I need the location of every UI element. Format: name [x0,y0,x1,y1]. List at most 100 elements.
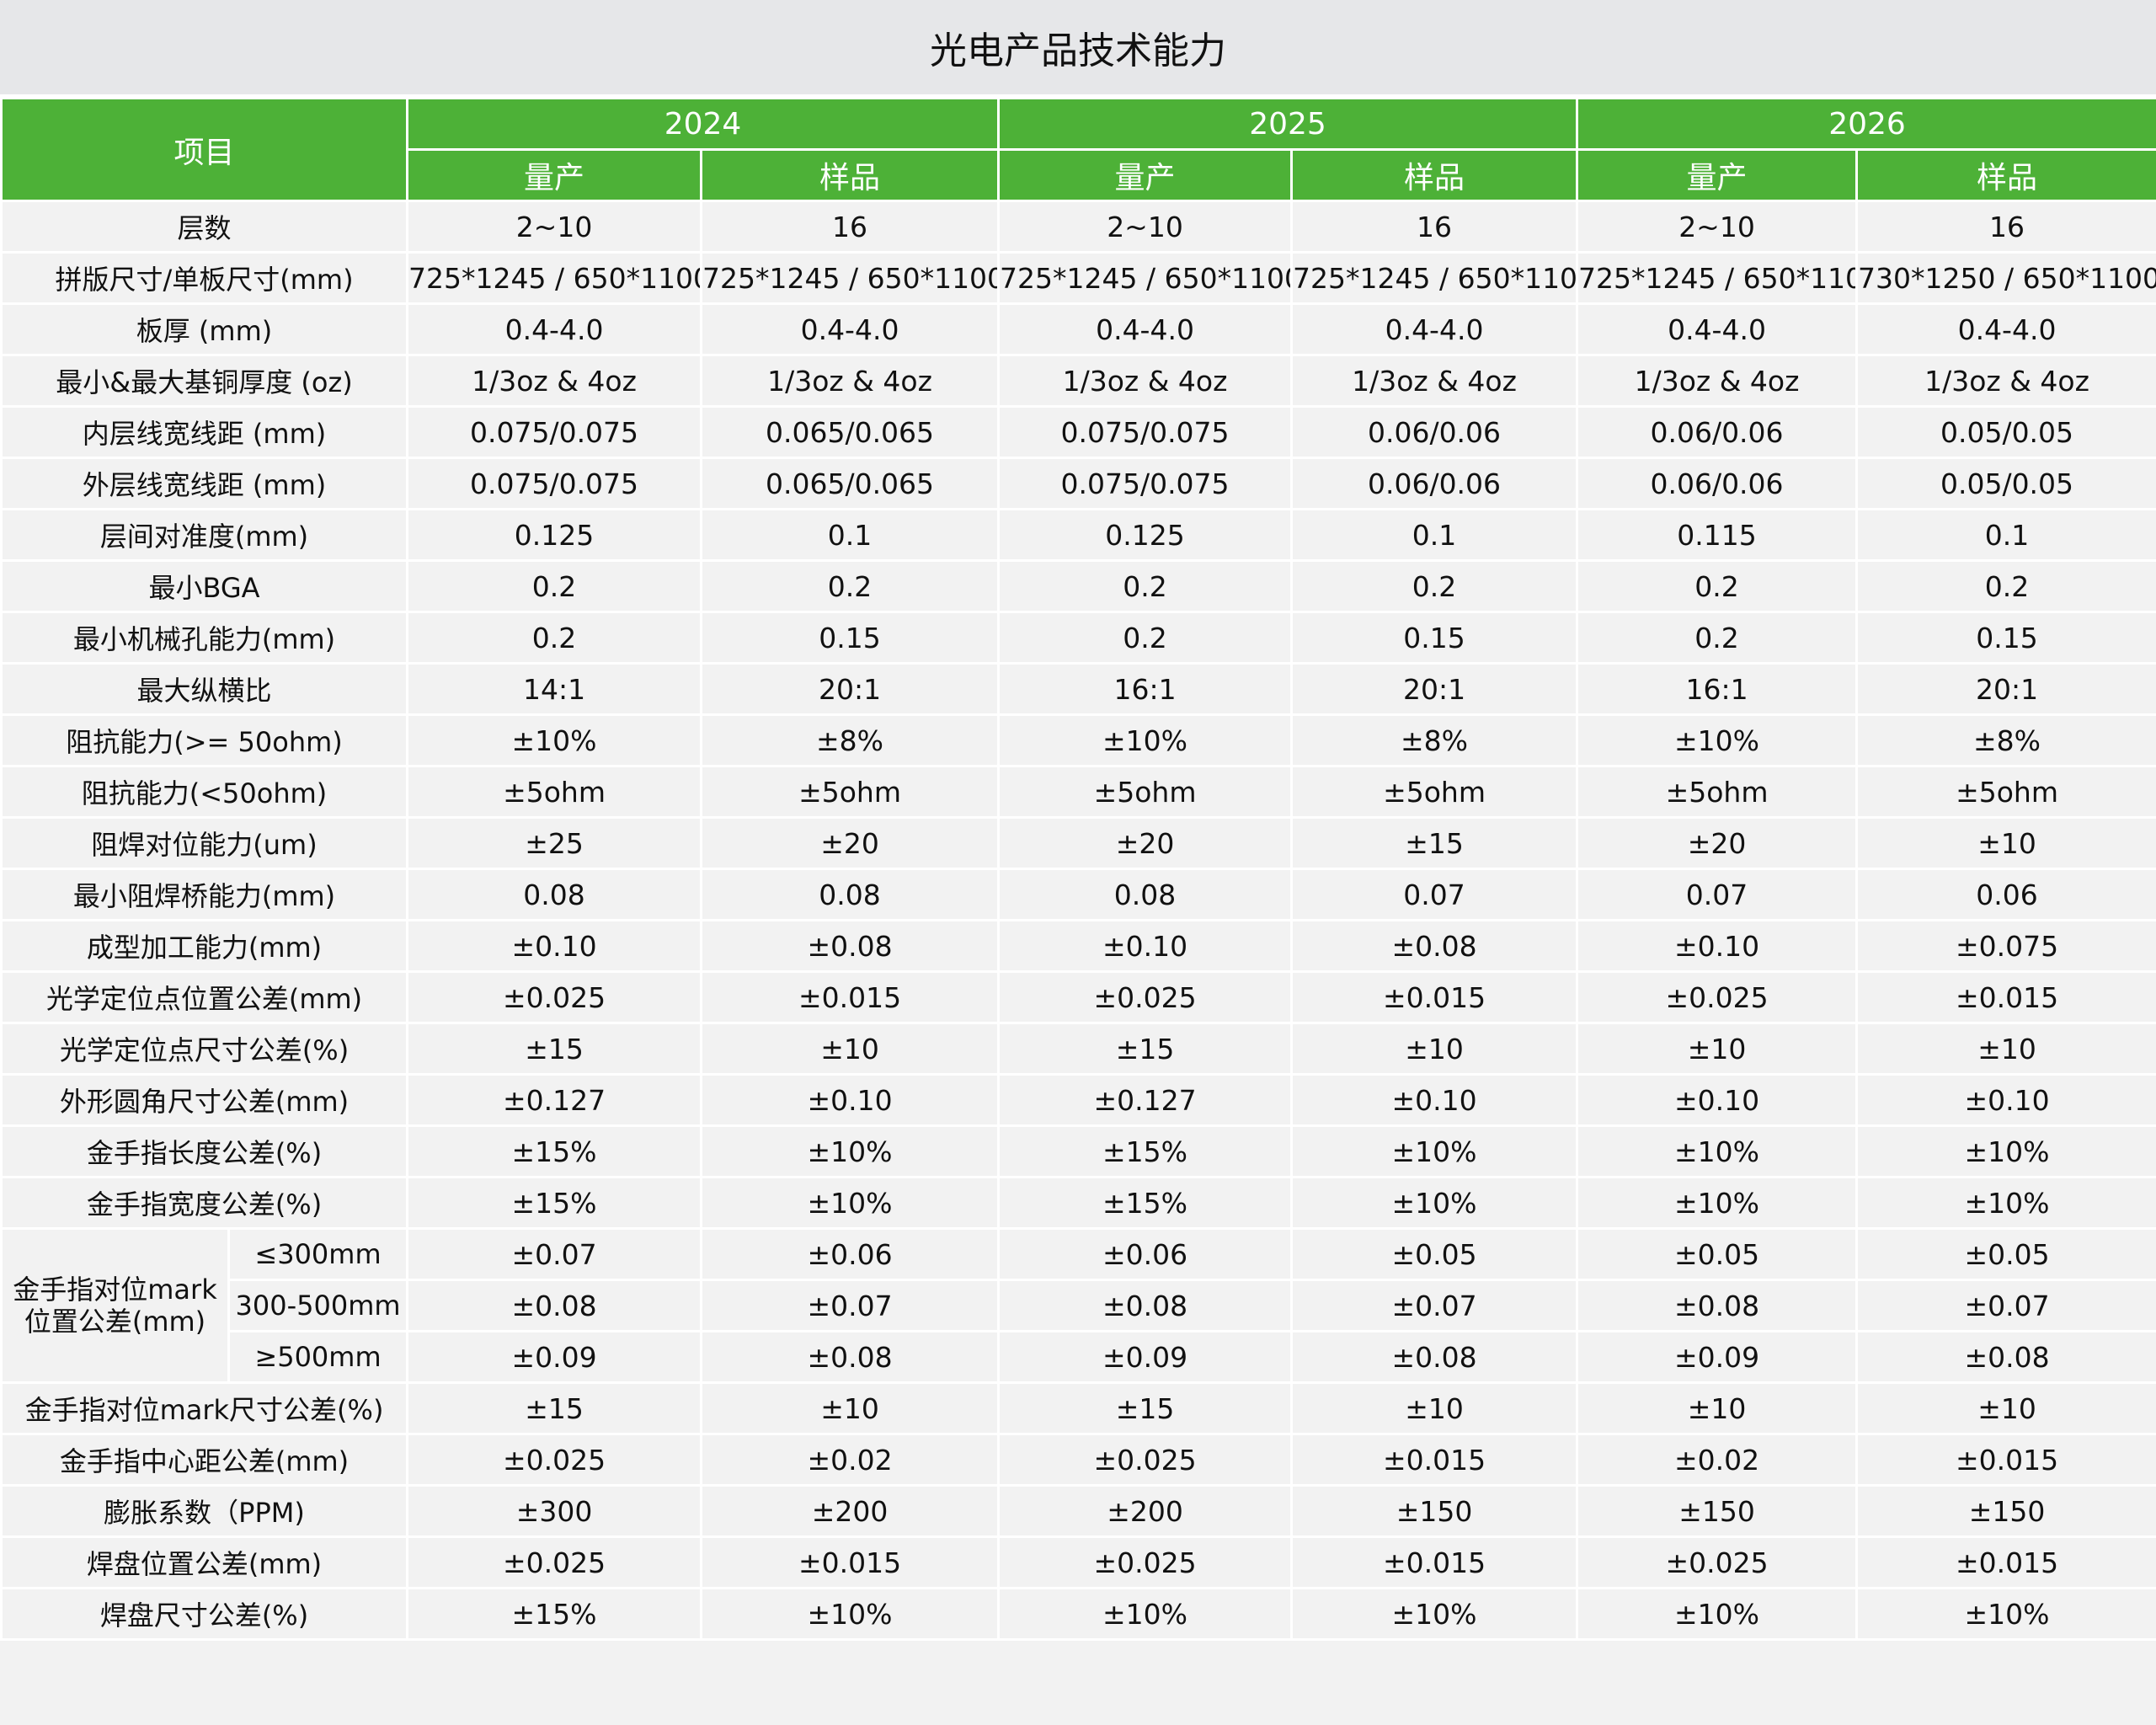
table-cell: ±10 [1290,1022,1579,1076]
table-cell: ±0.07 [406,1227,703,1281]
table-cell: ±0.025 [1576,1535,1859,1589]
row-label: 成型加工能力(mm) [0,919,409,973]
table-cell: ±10% [1576,713,1859,767]
table-cell: 0.125 [997,508,1294,562]
table-cell: 0.4-4.0 [406,302,703,356]
table-cell: ±8% [700,713,1001,767]
table-cell: ±10% [1576,1587,1859,1641]
row-label: 外形圆角尺寸公差(mm) [0,1073,409,1127]
table-cell: ±5ohm [1290,765,1579,819]
table-row: 最大纵横比 14:1 20:1 16:1 20:1 16:1 20:1 [0,662,2156,716]
table-cell: ±0.05 [1576,1227,1859,1281]
table-cell: 0.08 [406,868,703,921]
table-cell: ±0.02 [700,1433,1001,1487]
table-cell: 0.06/0.06 [1576,405,1859,459]
table-cell: ±15 [406,1381,703,1435]
table-row: 外层线宽线距 (mm) 0.075/0.075 0.065/0.065 0.075/0… [0,457,2156,510]
row-label: 最小BGA [0,559,409,613]
table-cell: ±0.08 [700,919,1001,973]
table-cell: 0.115 [1576,508,1859,562]
table-cell: 0.06 [1855,868,2156,921]
header-sample: 样品 [1855,148,2156,202]
row-label: 外层线宽线距 (mm) [0,457,409,510]
table-cell: ±150 [1576,1484,1859,1538]
table-cell: ±0.02 [1576,1433,1859,1487]
table-cell: 0.2 [406,611,703,665]
row-label: 金手指长度公差(%) [0,1124,409,1178]
table-cell: 0.06/0.06 [1290,405,1579,459]
table-cell: ±0.08 [1576,1279,1859,1332]
table-cell: ±0.08 [997,1279,1294,1332]
table-cell: 0.2 [1290,559,1579,613]
table-row: 最小阻焊桥能力(mm) 0.08 0.08 0.08 0.07 0.07 0.06 [0,868,2156,921]
table-cell: ±10% [1855,1124,2156,1178]
table-row: 层数 2~10 16 2~10 16 2~10 16 [0,200,2156,254]
table-cell: ±0.09 [997,1330,1294,1384]
table-cell: 0.075/0.075 [406,405,703,459]
table-cell: ±150 [1290,1484,1579,1538]
row-label: 最小阻焊桥能力(mm) [0,868,409,921]
table-cell: ±0.06 [700,1227,1001,1281]
table-cell: ±5ohm [406,765,703,819]
table-cell: 20:1 [1855,662,2156,716]
table-cell: 725*1245 / 650*1100 [1290,251,1579,305]
table-cell: ±5ohm [997,765,1294,819]
table-cell: ±0.10 [1576,919,1859,973]
table-cell: ±0.025 [997,1535,1294,1589]
table-cell: ±10% [1290,1587,1579,1641]
table-cell: 20:1 [700,662,1001,716]
table-cell: ±15 [997,1381,1294,1435]
table-cell: 0.125 [406,508,703,562]
table-cell: 0.4-4.0 [1576,302,1859,356]
table-cell: ±0.09 [406,1330,703,1384]
table-cell: ±10% [997,713,1294,767]
table-row: 层间对准度(mm) 0.125 0.1 0.125 0.1 0.115 0.1 [0,508,2156,562]
table-cell: ±10 [1576,1381,1859,1435]
table-row: 最小&最大基铜厚度 (oz) 1/3oz & 4oz 1/3oz & 4oz 1/3o… [0,354,2156,408]
table-cell: 0.075/0.075 [406,457,703,510]
table-cell: 725*1245 / 650*1100 [1576,251,1859,305]
table-cell: ±10% [1855,1587,2156,1641]
table-row: 膨胀系数（PPM) ±300 ±200 ±200 ±150 ±150 ±150 [0,1484,2156,1538]
table-cell: ±0.05 [1855,1227,2156,1281]
table-cell: ±10 [1855,1022,2156,1076]
header-sample: 样品 [700,148,1001,202]
table-cell: ±10% [700,1124,1001,1178]
row-label: 拼版尺寸/单板尺寸(mm) [0,251,409,305]
table-cell: ±0.08 [1290,1330,1579,1384]
table-row: 光学定位点尺寸公差(%) ±15 ±10 ±15 ±10 ±10 ±10 [0,1022,2156,1076]
table-cell: ±10% [1576,1176,1859,1230]
page-title: 光电产品技术能力 [0,0,2156,97]
row-label: 阻抗能力(>= 50ohm) [0,713,409,767]
table-cell: 725*1245 / 650*1100 [406,251,703,305]
table-cell: 2~10 [406,200,703,254]
table-cell: 730*1250 / 650*1100 [1855,251,2156,305]
table-cell: ±10% [700,1587,1001,1641]
header-sample: 样品 [1290,148,1579,202]
table-cell: ±10% [1576,1124,1859,1178]
table-cell: ±15% [406,1587,703,1641]
table-cell: 0.06/0.06 [1576,457,1859,510]
table-cell: ±0.10 [1290,1073,1579,1127]
table-cell: ±0.015 [1290,970,1579,1024]
table-cell: ±10 [700,1022,1001,1076]
table-cell: 0.1 [700,508,1001,562]
table-cell: 0.2 [997,611,1294,665]
table-cell: 1/3oz & 4oz [1576,354,1859,408]
table-cell: 0.07 [1576,868,1859,921]
table-cell: ±5ohm [1855,765,2156,819]
table-cell: 0.07 [1290,868,1579,921]
row-label: 板厚 (mm) [0,302,409,356]
table-cell: ±5ohm [700,765,1001,819]
table-row: 成型加工能力(mm) ±0.10 ±0.08 ±0.10 ±0.08 ±0.10 ±0.07… [0,919,2156,973]
table-cell: ±0.08 [1855,1330,2156,1384]
table-cell: 20:1 [1290,662,1579,716]
table-cell: ±0.015 [1290,1535,1579,1589]
table-row: 内层线宽线距 (mm) 0.075/0.075 0.065/0.065 0.075/0… [0,405,2156,459]
row-label: 光学定位点尺寸公差(%) [0,1022,409,1076]
table-cell: ±8% [1855,713,2156,767]
table-body: 层数 2~10 16 2~10 16 2~10 16 拼版尺寸/单板尺寸(mm) 725*124… [0,200,2156,1641]
table-row: 最小BGA 0.2 0.2 0.2 0.2 0.2 0.2 [0,559,2156,613]
row-label: 内层线宽线距 (mm) [0,405,409,459]
table-cell: ±10% [1290,1124,1579,1178]
